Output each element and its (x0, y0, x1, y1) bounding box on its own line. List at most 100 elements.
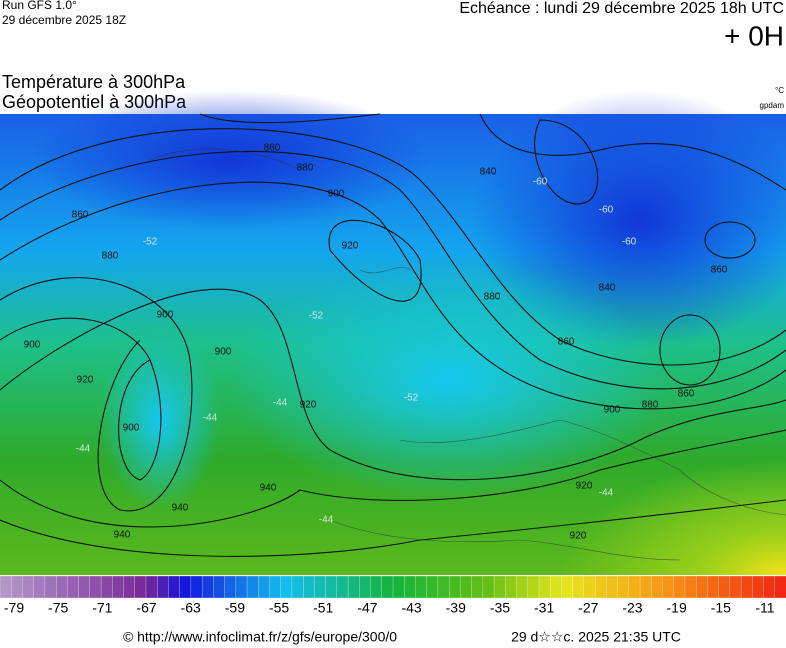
scale-cell (774, 575, 786, 599)
unit: °C (775, 86, 784, 95)
scale-cell (201, 575, 214, 599)
geopotential-label: 920 (77, 375, 94, 386)
scale-cell (763, 575, 776, 599)
scale-tick-label: -47 (357, 600, 377, 616)
geopotential-label: 900 (157, 310, 174, 321)
scale-cell (628, 575, 641, 599)
scale-cell (392, 575, 405, 599)
geopotential-label: 940 (114, 530, 131, 541)
scale-cell (460, 575, 473, 599)
scale-cell (303, 575, 315, 599)
scale-cell (718, 575, 731, 599)
scale-cell (291, 575, 304, 599)
scale-cell (752, 575, 764, 599)
scale-cell (44, 575, 57, 599)
title: Température à 300hPa (2, 72, 186, 92)
scale-cell (190, 575, 203, 599)
echeance: Echéance : lundi 29 décembre 2025 18h UT… (459, 0, 784, 17)
scale-tick-label: -19 (667, 600, 687, 616)
geopotential-label: 900 (123, 423, 140, 434)
source-url: © http://www.infoclimat.fr/z/gfs/europe/… (123, 629, 397, 645)
scale-tick-label: -51 (313, 600, 333, 616)
scale-cell (448, 575, 461, 599)
scale-cell (100, 575, 113, 599)
temperature-label: -44 (76, 444, 91, 455)
scale-cell (729, 575, 742, 599)
geopotential-label: 840 (480, 167, 497, 178)
scale-cell (527, 575, 540, 599)
color-scale: -79 -75 -71 -67 -63 -59 -55 -51 -47 -43 -39 -35 -31 -… (0, 575, 786, 616)
geopotential-label: 860 (72, 210, 89, 221)
geopotential-label: 860 (558, 337, 575, 348)
scale-cell (550, 575, 562, 599)
scale-cell (662, 575, 675, 599)
geopotential-label: 920 (570, 531, 587, 542)
scale-tick-label: -27 (578, 600, 598, 616)
scale-cell (55, 575, 68, 599)
geopotential-label: 880 (484, 292, 501, 303)
scale-cell (572, 575, 585, 599)
generated-date: 29 d☆☆c. 2025 21:35 UTC (511, 629, 681, 645)
scale-cell (696, 575, 708, 599)
scale-cell (606, 575, 619, 599)
scale-cell (673, 575, 686, 599)
geopotential-label: 940 (172, 503, 189, 514)
scale-cell (89, 575, 102, 599)
geopotential-label: 920 (300, 400, 317, 411)
scale-tick-label: -71 (92, 600, 112, 616)
scale-cell (22, 575, 35, 599)
temperature-label: -44 (273, 398, 288, 409)
temperature-label: -52 (309, 311, 324, 322)
geopotential-label: 880 (102, 251, 119, 262)
scale-cell (67, 575, 80, 599)
scale-cell (471, 575, 484, 599)
scale-cell (336, 575, 349, 599)
geopotential-label: 860 (678, 389, 695, 400)
geopotential-label: 860 (264, 143, 281, 154)
scale-cell (168, 575, 181, 599)
geopotential-label: 900 (328, 189, 345, 200)
unit: gpdam (760, 101, 785, 110)
geopotential-label: 840 (599, 283, 616, 294)
scale-cell (651, 575, 663, 599)
temperature-label: -60 (533, 177, 548, 188)
scale-tick-label: -59 (225, 600, 245, 616)
geopotential-label: 880 (297, 163, 314, 174)
scale-cell (112, 575, 124, 599)
scale-cell (33, 575, 46, 599)
scale-cell (235, 575, 248, 599)
scale-cell (617, 575, 630, 599)
scale-tick-label: -39 (446, 600, 466, 616)
geopotential-label: 920 (576, 481, 593, 492)
geopotential-label: 880 (642, 400, 659, 411)
temperature-label: -52 (143, 237, 158, 248)
scale-tick-label: -67 (136, 600, 156, 616)
scale-cell (426, 575, 439, 599)
scale-tick-label: -11 (755, 600, 774, 616)
scale-tick-label: -31 (534, 600, 554, 616)
scale-cell (134, 575, 147, 599)
scale-tick-label: -75 (48, 600, 68, 616)
scale-cell (370, 575, 383, 599)
scale-cell (78, 575, 91, 599)
scale-cell (482, 575, 495, 599)
scale-tick-label: -55 (269, 600, 289, 616)
scale-cell (493, 575, 506, 599)
geopotential-label: 900 (215, 347, 232, 358)
scale-cell (415, 575, 428, 599)
temperature-label: -60 (622, 237, 637, 248)
scale-cell (145, 575, 158, 599)
offset: + 0H (724, 20, 784, 51)
scale-cell (269, 575, 282, 599)
scale-cell (224, 575, 237, 599)
scale-cell (325, 575, 338, 599)
scale-tick-label: -15 (711, 600, 731, 616)
scale-tick-label: -79 (4, 600, 24, 616)
scale-cell (561, 575, 574, 599)
scale-cell (347, 575, 360, 599)
scale-cell (707, 575, 720, 599)
scale-cell (123, 575, 136, 599)
scale-tick-label: -63 (181, 600, 201, 616)
geopotential-label: 920 (342, 241, 359, 252)
